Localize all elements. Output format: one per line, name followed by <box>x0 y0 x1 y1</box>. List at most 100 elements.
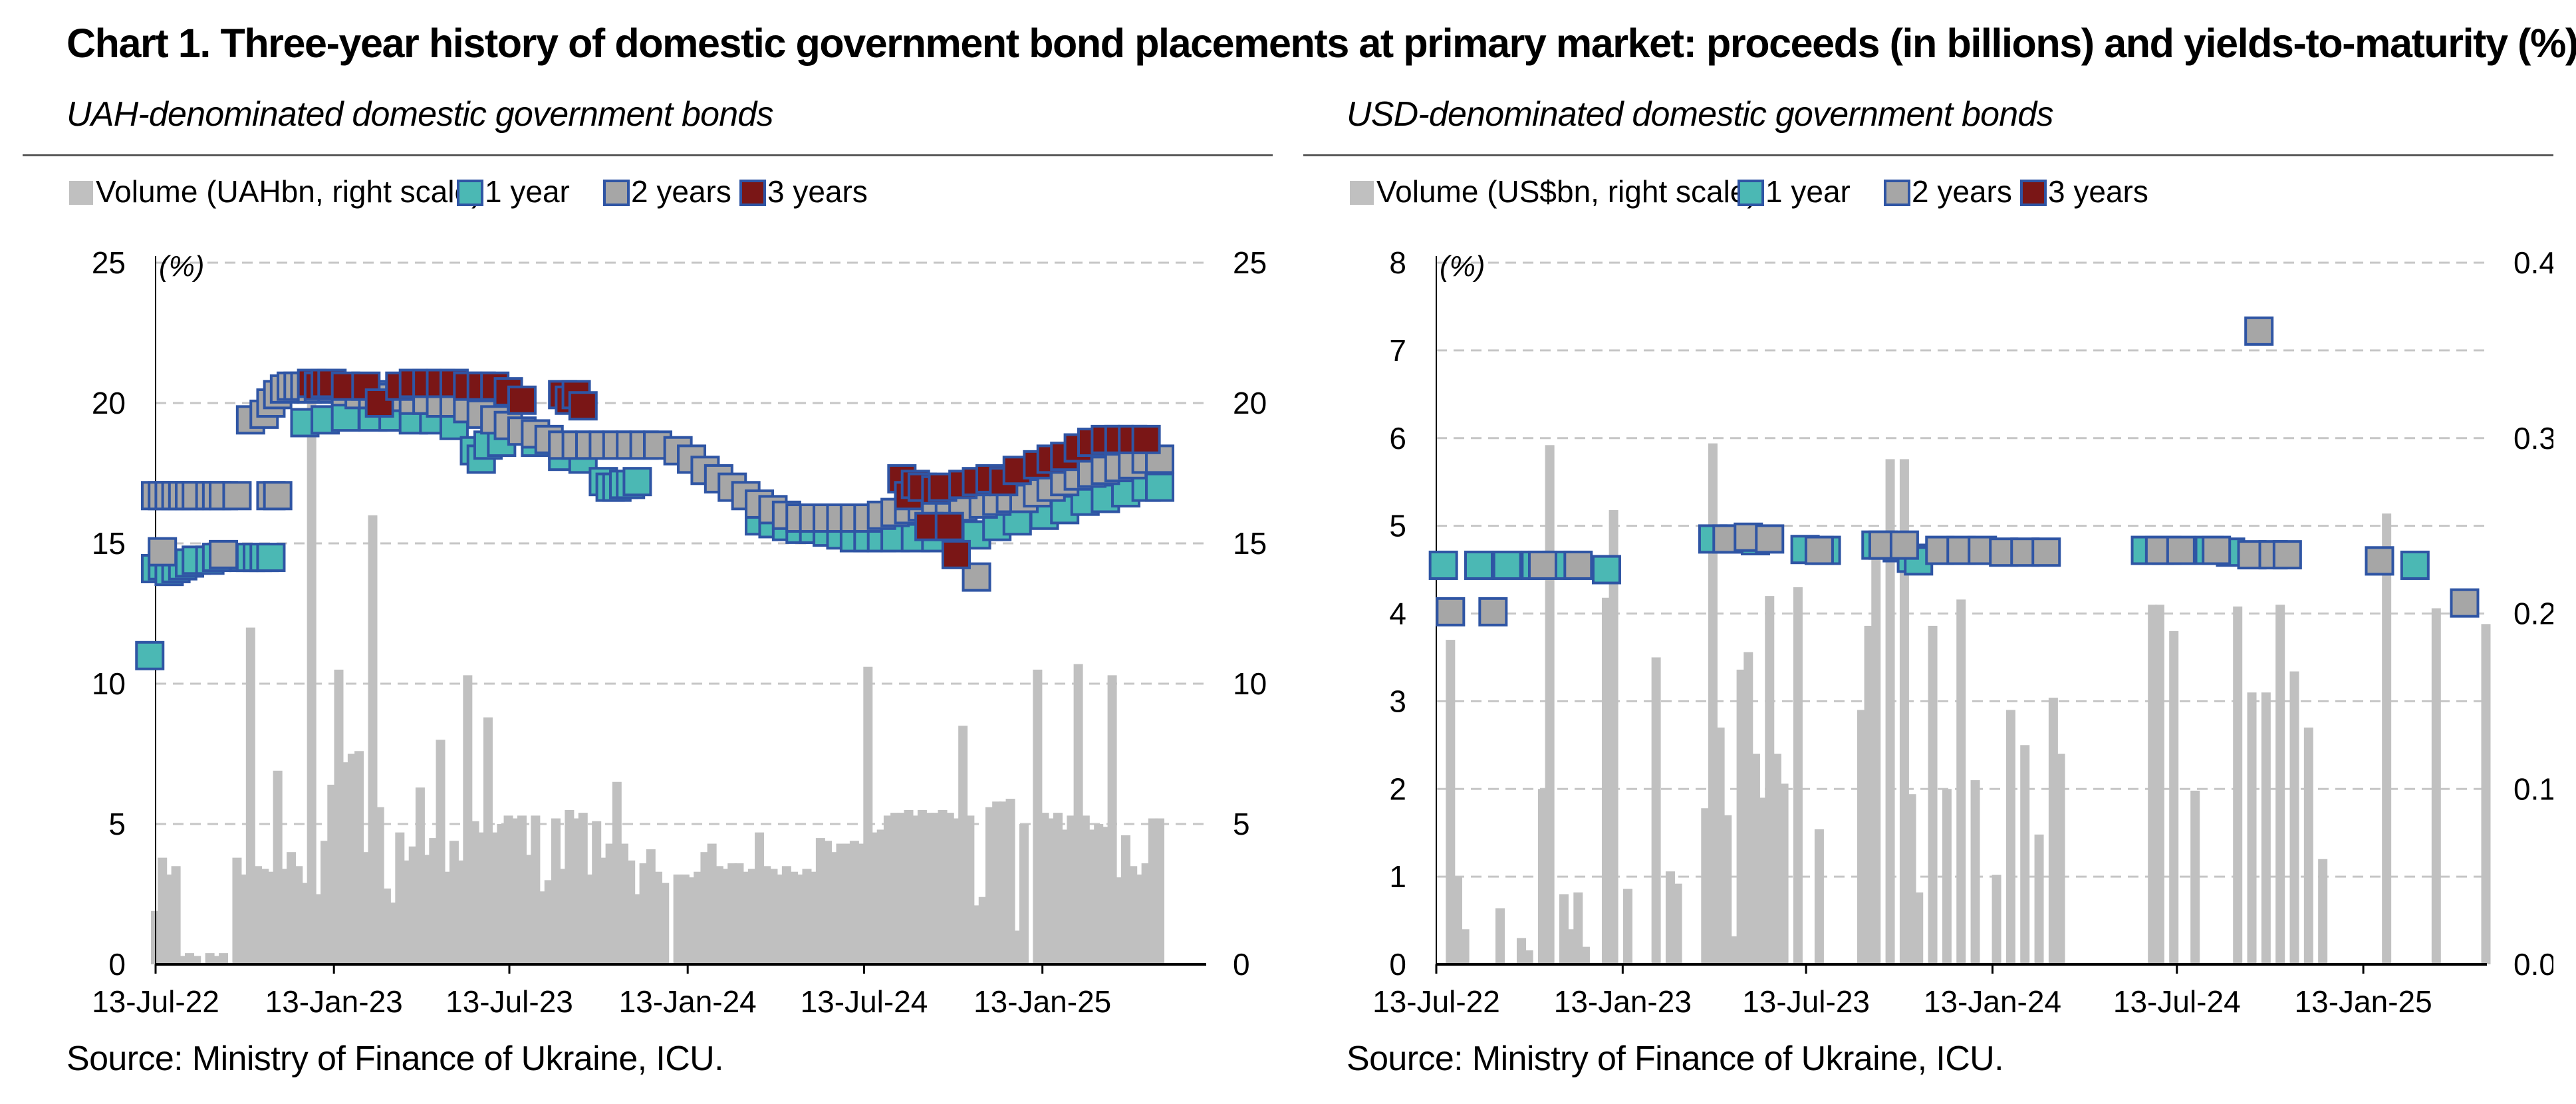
uah-y-right-tick-label-5: 25 <box>1233 245 1267 280</box>
usd-marker-s2-3 <box>1563 550 1593 580</box>
usd-volume-bar-49 <box>2148 605 2158 964</box>
uah-y-right-tick-label-0: 0 <box>1233 947 1250 982</box>
usd-legend-swatch-3 <box>1884 180 1910 206</box>
usd-volume-bar-48 <box>2055 754 2065 964</box>
usd-marker-s2-18 <box>2202 535 2232 565</box>
usd-volume-bar-29 <box>1779 783 1789 964</box>
uah-y-right-tick-label-3: 15 <box>1233 526 1267 561</box>
uah-y-left-tick-label-0: 0 <box>108 947 126 982</box>
usd-legend-label-4: 3 years <box>2048 174 2148 209</box>
usd-volume-bar-61 <box>2431 608 2441 964</box>
usd-volume-bar-20 <box>1715 727 1725 964</box>
usd-volume-bar-8 <box>1559 894 1569 964</box>
usd-volume-bar-45 <box>2020 745 2030 964</box>
usd-volume-bar-62 <box>2481 624 2491 964</box>
uah-marker-s3-29 <box>941 539 971 569</box>
usd-y-left-tick-label-4: 4 <box>1389 597 1406 631</box>
uah-legend-swatch-4 <box>739 180 766 206</box>
usd-volume-bar-23 <box>1736 669 1746 964</box>
usd-volume-bar-19 <box>1708 443 1718 964</box>
usd-volume-bar-37 <box>1906 794 1916 964</box>
uah-marker-s1-14 <box>256 543 286 573</box>
usd-y-right-tick-label-1: 0.1 <box>2513 771 2553 806</box>
uah-y-unit-label: (%) <box>159 250 204 283</box>
usd-volume-bar-27 <box>1765 596 1775 964</box>
uah-volume-bar-3 <box>171 866 181 964</box>
usd-volume-bar-0 <box>1446 640 1456 964</box>
uah-marker-s3-43 <box>1131 424 1161 454</box>
right-chart-source: Source: Ministry of Finance of Ukraine, … <box>1347 1039 2004 1078</box>
usd-volume-bar-15 <box>1651 657 1661 964</box>
usd-y-unit-label: (%) <box>1440 250 1485 283</box>
usd-volume-bar-24 <box>1743 652 1753 964</box>
usd-y-left-tick-label-0: 0 <box>1389 947 1406 982</box>
usd-volume-bar-2 <box>1460 929 1470 964</box>
usd-volume-bar-33 <box>1864 625 1874 964</box>
usd-volume-bar-43 <box>1992 875 2001 964</box>
usd-volume-bar-40 <box>1942 789 1952 964</box>
usd-volume-bar-7 <box>1545 445 1555 964</box>
usd-volume-bar-13 <box>1609 509 1618 964</box>
uah-y-right-tick-label-4: 20 <box>1233 386 1267 420</box>
usd-x-tick-label-4: 13-Jul-24 <box>2113 984 2241 1019</box>
usd-volume-bar-25 <box>1750 754 1760 964</box>
uah-marker-s1-9 <box>135 640 165 670</box>
usd-volume-bar-31 <box>1814 829 1824 964</box>
usd-volume-bar-42 <box>1970 780 1980 964</box>
usd-marker-s1-2 <box>1492 550 1522 580</box>
usd-marker-s2-0 <box>1436 597 1466 626</box>
usd-volume-bar-55 <box>2261 692 2271 964</box>
usd-volume-bar-10 <box>1573 892 1583 964</box>
usd-volume-bar-26 <box>1757 797 1767 964</box>
uah-legend-item-1: Volume (UAHbn, right scale) <box>69 174 481 209</box>
uah-marker-s3-16 <box>507 385 537 415</box>
usd-legend-label-2: 1 year <box>1765 174 1851 209</box>
usd-legend-item-1: Volume (US$bn, right scale) <box>1350 174 1757 209</box>
usd-legend-swatch-4 <box>2020 180 2047 206</box>
uah-marker-s3-28 <box>934 511 964 541</box>
uah-y-left-tick-label-5: 25 <box>92 245 126 280</box>
usd-volume-bar-44 <box>2005 710 2015 964</box>
uah-y-left-tick-label-2: 10 <box>92 666 126 701</box>
usd-y-right-tick-label-3: 0.3 <box>2513 421 2553 456</box>
usd-volume-bar-6 <box>1537 789 1547 964</box>
usd-x-tick-label-5: 13-Jan-25 <box>2295 984 2432 1019</box>
usd-marker-s2-15 <box>2031 537 2061 567</box>
uah-x-tick-label-1: 13-Jan-23 <box>265 984 403 1019</box>
usd-marker-s2-19 <box>2244 316 2274 346</box>
usd-volume-bar-4 <box>1516 938 1526 964</box>
usd-volume-bar-18 <box>1701 808 1711 964</box>
usd-volume-bar-60 <box>2382 513 2392 964</box>
usd-volume-bar-52 <box>2190 790 2200 964</box>
uah-marker-s2-14 <box>263 481 293 511</box>
usd-marker-s2-1 <box>1478 597 1508 626</box>
usd-y-left-tick-label-6: 6 <box>1389 421 1406 456</box>
usd-volume-bar-36 <box>1899 459 1909 964</box>
usd-marker-s2-2 <box>1527 550 1557 580</box>
uah-y-left-tick-label-4: 20 <box>92 386 126 420</box>
usd-volume-bar-57 <box>2289 671 2299 964</box>
uah-x-tick-label-2: 13-Jul-23 <box>446 984 573 1019</box>
usd-y-left-tick-label-2: 2 <box>1389 771 1406 806</box>
uah-volume-bar-21 <box>307 374 317 964</box>
right-chart-subtitle: USD-denominated domestic government bond… <box>1347 95 2053 134</box>
usd-legend-item-4: 3 years <box>2020 174 2148 209</box>
uah-legend-item-4: 3 years <box>739 174 868 209</box>
usd-volume-bar-11 <box>1580 946 1590 964</box>
usd-legend-swatch-1 <box>1350 181 1374 205</box>
usd-volume-bar-12 <box>1601 597 1611 964</box>
uah-marker-s1-59 <box>1145 472 1175 502</box>
right-title-rule <box>1303 154 2553 156</box>
uah-x-tick-label-0: 13-Jul-22 <box>92 984 219 1019</box>
usd-volume-bar-47 <box>2048 698 2058 964</box>
uah-legend-item-2: 1 year <box>457 174 570 209</box>
usd-volume-bar-22 <box>1729 936 1739 964</box>
uah-marker-s2-10 <box>222 481 252 511</box>
uah-marker-s3-20 <box>568 391 598 421</box>
left-title-rule <box>23 154 1273 156</box>
usd-volume-bar-39 <box>1928 625 1938 964</box>
usd-legend-item-2: 1 year <box>1738 174 1851 209</box>
uah-marker-s2-12 <box>209 539 239 569</box>
usd-marker-s2-22 <box>2272 540 2302 570</box>
usd-marker-s2-17 <box>2166 535 2196 565</box>
